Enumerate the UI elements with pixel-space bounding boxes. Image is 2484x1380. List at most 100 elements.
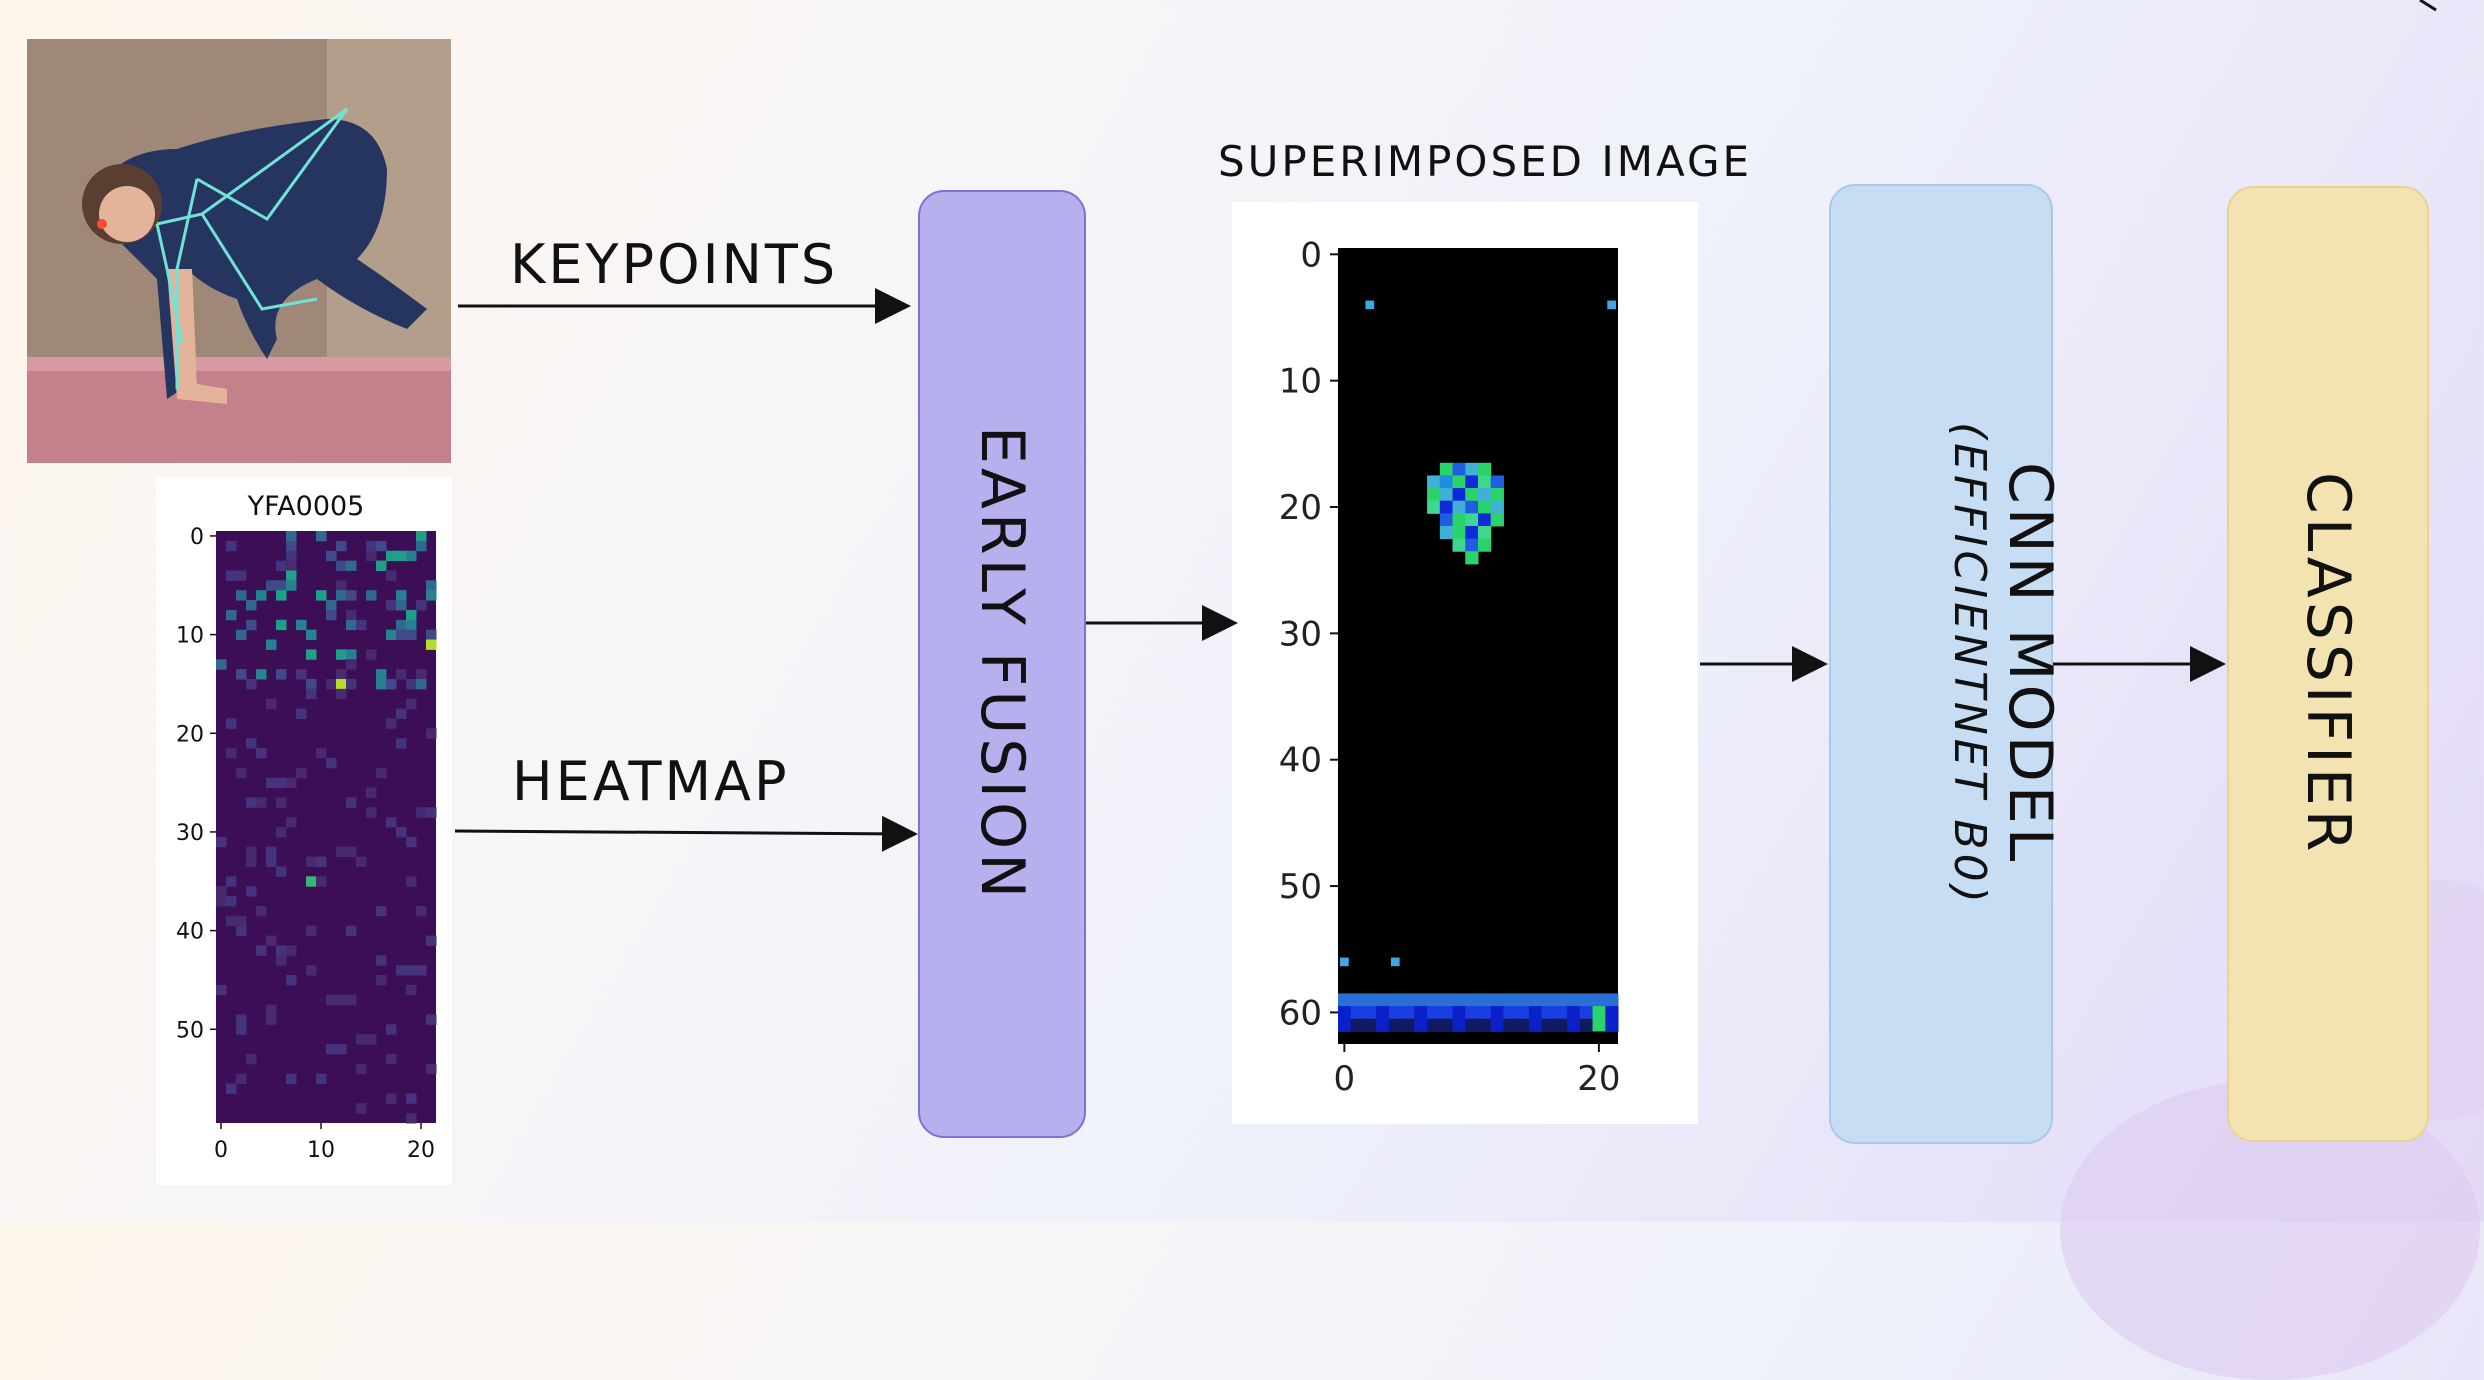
- superimposed-cell: [1516, 993, 1530, 1007]
- heatmap-xtick-label: 20: [407, 1138, 435, 1163]
- heatmap-cell: [276, 797, 287, 808]
- heatmap-cell: [316, 1073, 327, 1085]
- heatmap-cell: [376, 975, 387, 986]
- superimposed-cell: [1490, 1018, 1504, 1032]
- heatmap-cell: [346, 994, 357, 1006]
- heatmap-cell: [236, 1014, 247, 1025]
- heatmap-cell: [286, 580, 297, 591]
- heatmap-cell: [366, 787, 377, 798]
- heatmap-cell: [276, 619, 287, 631]
- superimposed-cell: [1490, 513, 1504, 527]
- superimposed-cell: [1478, 525, 1492, 540]
- heatmap-cell: [356, 1034, 367, 1045]
- heatmap-cell: [226, 915, 237, 927]
- superimposed-cell: [1567, 1006, 1581, 1020]
- superimposed-cell: [1452, 488, 1466, 502]
- heatmap-cell: [306, 679, 317, 690]
- heatmap-cell: [426, 580, 437, 591]
- superimposed-cell: [1528, 1006, 1543, 1020]
- superimposed-cell: [1465, 513, 1479, 527]
- heatmap-ytick-label: 50: [176, 1018, 204, 1043]
- superimposed-cell: [1490, 993, 1504, 1007]
- heatmap-cell: [426, 1014, 437, 1025]
- heatmap-cell: [336, 560, 347, 571]
- heatmap-cell: [396, 669, 407, 680]
- superimposed-image-label: SUPERIMPOSED IMAGE: [1218, 137, 1753, 186]
- heatmap-cell: [286, 560, 297, 571]
- superimposed-cell: [1427, 1018, 1441, 1032]
- superimposed-cell: [1592, 1006, 1606, 1032]
- heatmap-cell: [256, 905, 267, 917]
- superimposed-cell: [1478, 993, 1492, 1007]
- superimposed-cell: [1465, 500, 1479, 514]
- heatmap-cell: [266, 698, 277, 710]
- superimposed-cell: [1452, 500, 1466, 514]
- heatmap-cell: [276, 955, 287, 966]
- heatmap-cell: [246, 738, 257, 749]
- heatmap-cell: [216, 886, 227, 897]
- heatmap-cell: [396, 738, 407, 749]
- heatmap-cell: [286, 570, 297, 581]
- superimposed-cell: [1439, 525, 1454, 540]
- heatmap-cell: [326, 994, 337, 1006]
- superimposed-cell: [1439, 993, 1454, 1007]
- heatmap-ytick-label: 40: [176, 920, 204, 945]
- superimposed-cell: [1465, 1018, 1479, 1032]
- heatmap-cell: [386, 629, 397, 641]
- heatmap-cell: [376, 905, 387, 917]
- superimposed-cell: [1490, 475, 1504, 489]
- heatmap-cell: [396, 629, 407, 641]
- heatmap-cell: [336, 649, 347, 660]
- superimposed-ytick-label: 60: [1279, 993, 1322, 1033]
- heatmap-cell: [216, 896, 227, 907]
- superimposed-cell: [1605, 1018, 1619, 1032]
- pose-skeleton-overlay: [27, 39, 451, 463]
- heatmap-cell: [346, 659, 357, 670]
- early-fusion-box: EARLY FUSION: [918, 190, 1086, 1138]
- superimposed-cell: [1528, 993, 1543, 1007]
- heatmap-cell: [226, 876, 237, 887]
- superimposed-cell: [1478, 1006, 1492, 1020]
- heatmap-cell: [336, 688, 347, 700]
- superimposed-cell: [1516, 1006, 1530, 1020]
- heatmap-cell: [316, 748, 327, 759]
- heatmap-cell: [226, 609, 237, 621]
- heatmap-cell: [396, 600, 407, 611]
- heatmap-cell: [306, 629, 317, 641]
- heatmap-cell: [236, 915, 247, 927]
- heatmap-cell: [266, 846, 277, 858]
- heatmap-cell: [306, 965, 317, 976]
- superimposed-cell: [1338, 993, 1352, 1007]
- heatmap-cell: [236, 767, 247, 779]
- superimposed-cell: [1567, 993, 1581, 1007]
- superimposed-cell: [1465, 993, 1479, 1007]
- superimposed-cell: [1465, 1006, 1479, 1020]
- heatmap-cell: [286, 531, 297, 542]
- heatmap-cell: [246, 619, 257, 631]
- heatmap-cell: [406, 836, 417, 848]
- superimposed-cell: [1465, 538, 1479, 552]
- heatmap-cell: [336, 679, 347, 690]
- heatmap-cell: [406, 609, 417, 621]
- heatmap-ytick-label: 10: [176, 624, 204, 649]
- heatmap-cell: [346, 679, 357, 690]
- heatmap-cell: [286, 975, 297, 986]
- heatmap-cell: [406, 984, 417, 996]
- heatmap-cell: [216, 836, 227, 848]
- cnn-model-box: CNN MODEL (EFFICIENTNET B0): [1829, 184, 2065, 1144]
- heatmap-cell: [256, 748, 267, 759]
- superimposed-cell: [1592, 993, 1606, 1007]
- heatmap-cell: [276, 777, 287, 789]
- heatmap-cell: [396, 827, 407, 838]
- superimposed-cell: [1452, 525, 1466, 540]
- superimposed-figure: 0 10 20 30 40 50 60 0 20: [1232, 202, 1698, 1124]
- heatmap-ytick-label: 0: [190, 525, 204, 550]
- heatmap-cell: [256, 669, 267, 680]
- superimposed-cell: [1452, 1018, 1466, 1032]
- heatmap-cell: [426, 1063, 437, 1075]
- superimposed-cell: [1503, 1018, 1517, 1032]
- heatmap-cell: [246, 846, 257, 858]
- heatmap-cell: [326, 1044, 337, 1055]
- heatmap-cell: [336, 846, 347, 858]
- superimposed-cell: [1503, 1006, 1517, 1020]
